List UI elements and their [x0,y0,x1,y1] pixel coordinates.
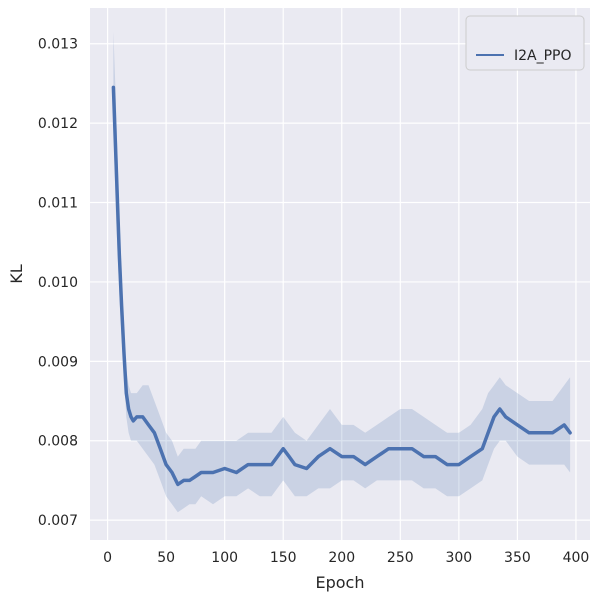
plot-background [90,8,590,540]
legend: I2A_PPO [465,15,585,71]
x-tick-labels: 0 50 100 150 200 250 300 350 400 [103,550,589,566]
x-tick-label: 200 [328,550,355,566]
y-tick-label: 0.007 [38,513,78,529]
confidence-band [113,31,571,513]
y-tick-label: 0.008 [38,434,78,450]
y-tick-label: 0.013 [38,37,78,53]
y-tick-label: 0.010 [38,275,78,291]
x-tick-label: 350 [504,550,531,566]
x-tick-label: 300 [445,550,472,566]
legend-box [465,15,585,71]
series-line-layer [111,85,572,487]
x-tick-label: 0 [103,550,112,566]
x-tick-label: 100 [211,550,238,566]
legend-label: I2A_PPO [514,48,572,64]
y-tick-label: 0.009 [38,354,78,370]
y-tick-labels: 0.007 0.008 0.009 0.010 0.011 0.012 0.013 [38,37,78,529]
x-tick-label: 400 [563,550,590,566]
series-confidence-band [113,31,571,513]
series-line-i2a-ppo [111,85,572,487]
y-tick-label: 0.012 [38,116,78,132]
y-axis-label: KL [7,264,26,283]
x-tick-label: 50 [157,550,175,566]
y-tick-label: 0.011 [38,196,78,212]
x-tick-label: 150 [270,550,297,566]
x-tick-label: 250 [387,550,414,566]
grid [90,8,590,540]
x-axis-label: Epoch [316,573,365,592]
